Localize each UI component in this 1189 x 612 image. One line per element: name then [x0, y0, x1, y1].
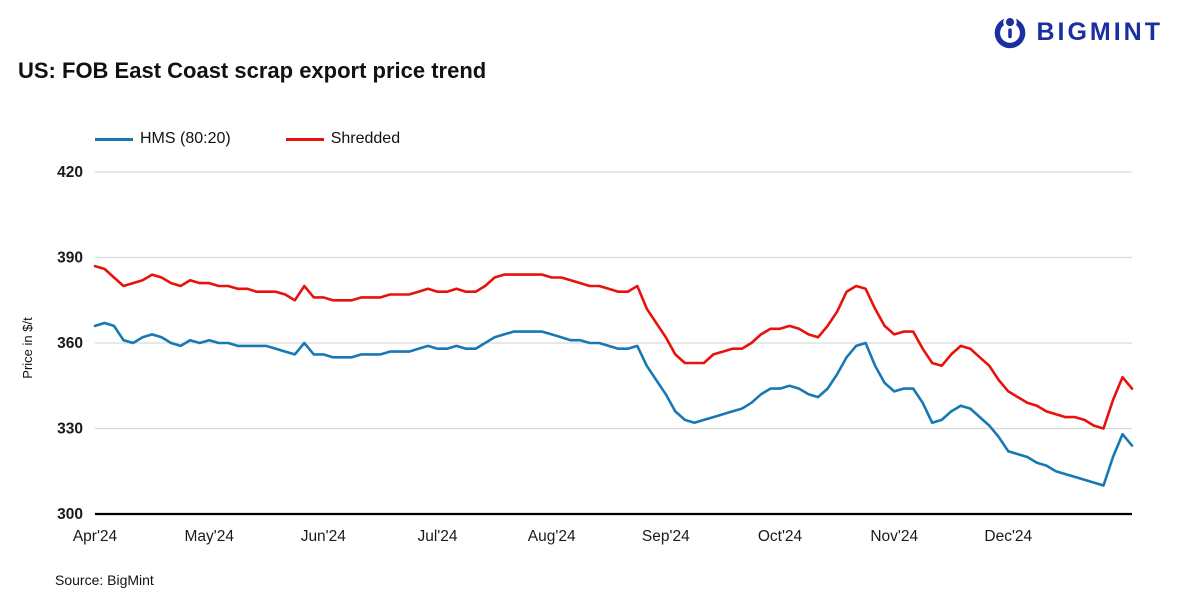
y-tick-label-390: 390 — [57, 250, 83, 267]
x-tick-label-Aug'24: Aug'24 — [528, 528, 576, 545]
legend-swatch-hms — [95, 137, 133, 141]
y-axis-label: Price in $/t — [20, 317, 35, 379]
legend-item-shredded: Shredded — [285, 130, 401, 148]
series-line-shredded — [93, 264, 1134, 430]
legend-label-hms: HMS (80:20) — [140, 130, 231, 147]
y-tick-label-360: 360 — [57, 335, 83, 352]
x-tick-label-Nov'24: Nov'24 — [870, 528, 918, 545]
x-tick-label-Sep'24: Sep'24 — [642, 528, 690, 545]
legend-item-hms: HMS (80:20) — [95, 130, 231, 148]
bigmint-logo-icon — [995, 15, 1026, 49]
y-tick-label-420: 420 — [57, 164, 83, 181]
x-tick-label-Jul'24: Jul'24 — [417, 528, 457, 545]
bigmint-logo-text: BIGMINT — [1036, 17, 1163, 46]
price-trend-chart: 300 330 360 390 420 Apr'24 May'24 Jun'24 Jul'24 A… — [57, 164, 1134, 545]
y-tick-label-330: 330 — [57, 421, 83, 438]
legend-swatch-shredded — [285, 137, 324, 141]
chart-legend: HMS (80:20) Shredded — [95, 130, 400, 148]
source-note: Source: BigMint — [55, 572, 154, 588]
page-title: US: FOB East Coast scrap export price tr… — [18, 58, 487, 83]
x-tick-label-Dec'24: Dec'24 — [984, 528, 1032, 545]
x-tick-label-Oct'24: Oct'24 — [758, 528, 803, 545]
x-tick-label-Apr'24: Apr'24 — [73, 528, 118, 545]
y-tick-label-300: 300 — [57, 506, 83, 523]
series-line-hms-80-20 — [93, 321, 1134, 487]
x-tick-label-May'24: May'24 — [184, 528, 234, 545]
legend-label-shredded: Shredded — [330, 130, 401, 147]
bigmint-logo: BIGMINT — [992, 14, 1163, 50]
x-tick-label-Jun'24: Jun'24 — [301, 528, 347, 545]
